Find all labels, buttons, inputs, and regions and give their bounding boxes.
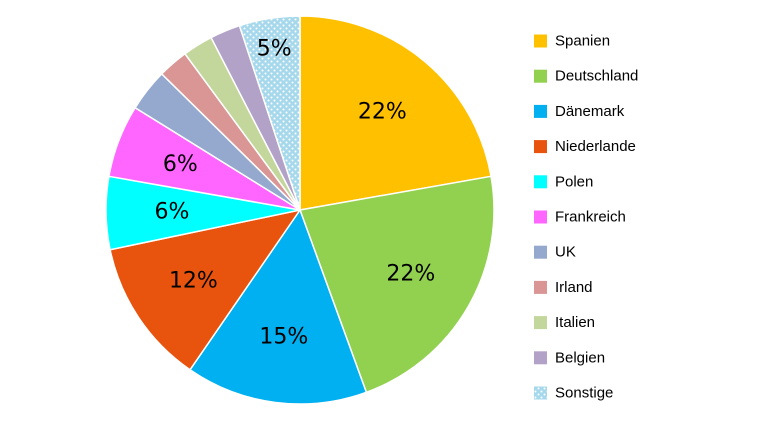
legend-item-belgien: Belgien [534,349,605,366]
pie-slice-deutschland [298,175,495,394]
legend-label-polen: Polen [555,173,593,190]
legend-item-daenemark: Dänemark [534,103,625,120]
legend-item-frankreich: Frankreich [534,209,626,226]
pie-slice-spanien [299,15,492,211]
slice-label-daenemark: 15% [259,325,308,350]
slice-label-polen: 6% [155,200,190,225]
legend-item-sonstige: Sonstige [534,385,613,402]
legend-label-sonstige: Sonstige [555,385,613,402]
legend-swatch-spanien [534,34,547,48]
legend-swatch-polen [534,175,547,189]
legend-item-polen: Polen [534,173,593,190]
legend-swatch-niederlande [534,140,547,154]
slice-label-deutschland: 22% [386,262,435,287]
legend-item-spanien: Spanien [534,33,610,50]
slice-labels: 22% 22% 15% 12% 6% 6% 5% [155,37,436,350]
legend-swatch-daenemark [534,104,547,118]
slice-label-spanien: 22% [358,99,407,124]
legend-label-belgien: Belgien [555,349,605,366]
legend-swatch-deutschland [534,69,547,83]
legend-swatch-sonstige [534,386,547,400]
legend-label-niederlande: Niederlande [555,138,636,155]
legend-label-uk: UK [555,244,576,261]
slice-label-frankreich: 6% [163,152,198,177]
legend-item-uk: UK [534,244,576,261]
legend-swatch-frankreich [534,210,547,224]
slice-label-sonstige: 5% [257,37,292,62]
legend-label-italien: Italien [555,314,595,331]
legend-swatch-belgien [534,351,547,365]
legend-item-italien: Italien [534,314,595,331]
legend-swatch-uk [534,245,547,259]
pie-slice-daenemark [188,208,368,405]
pie-slice-sonstige [238,15,301,211]
legend-swatch-irland [534,280,547,294]
legend: Spanien Deutschland Dänemark Niederlande Pol… [534,33,638,402]
legend-label-irland: Irland [555,279,593,296]
slice-label-niederlande: 12% [169,268,218,293]
legend-item-irland: Irland [534,279,593,296]
legend-label-daenemark: Dänemark [555,103,625,120]
legend-label-frankreich: Frankreich [555,209,626,226]
legend-label-deutschland: Deutschland [555,68,638,85]
pie-slice-niederlande [109,208,302,371]
legend-item-niederlande: Niederlande [534,138,636,155]
legend-item-deutschland: Deutschland [534,68,638,85]
legend-swatch-italien [534,316,547,330]
legend-label-spanien: Spanien [555,33,610,50]
pie-slices [105,15,495,405]
